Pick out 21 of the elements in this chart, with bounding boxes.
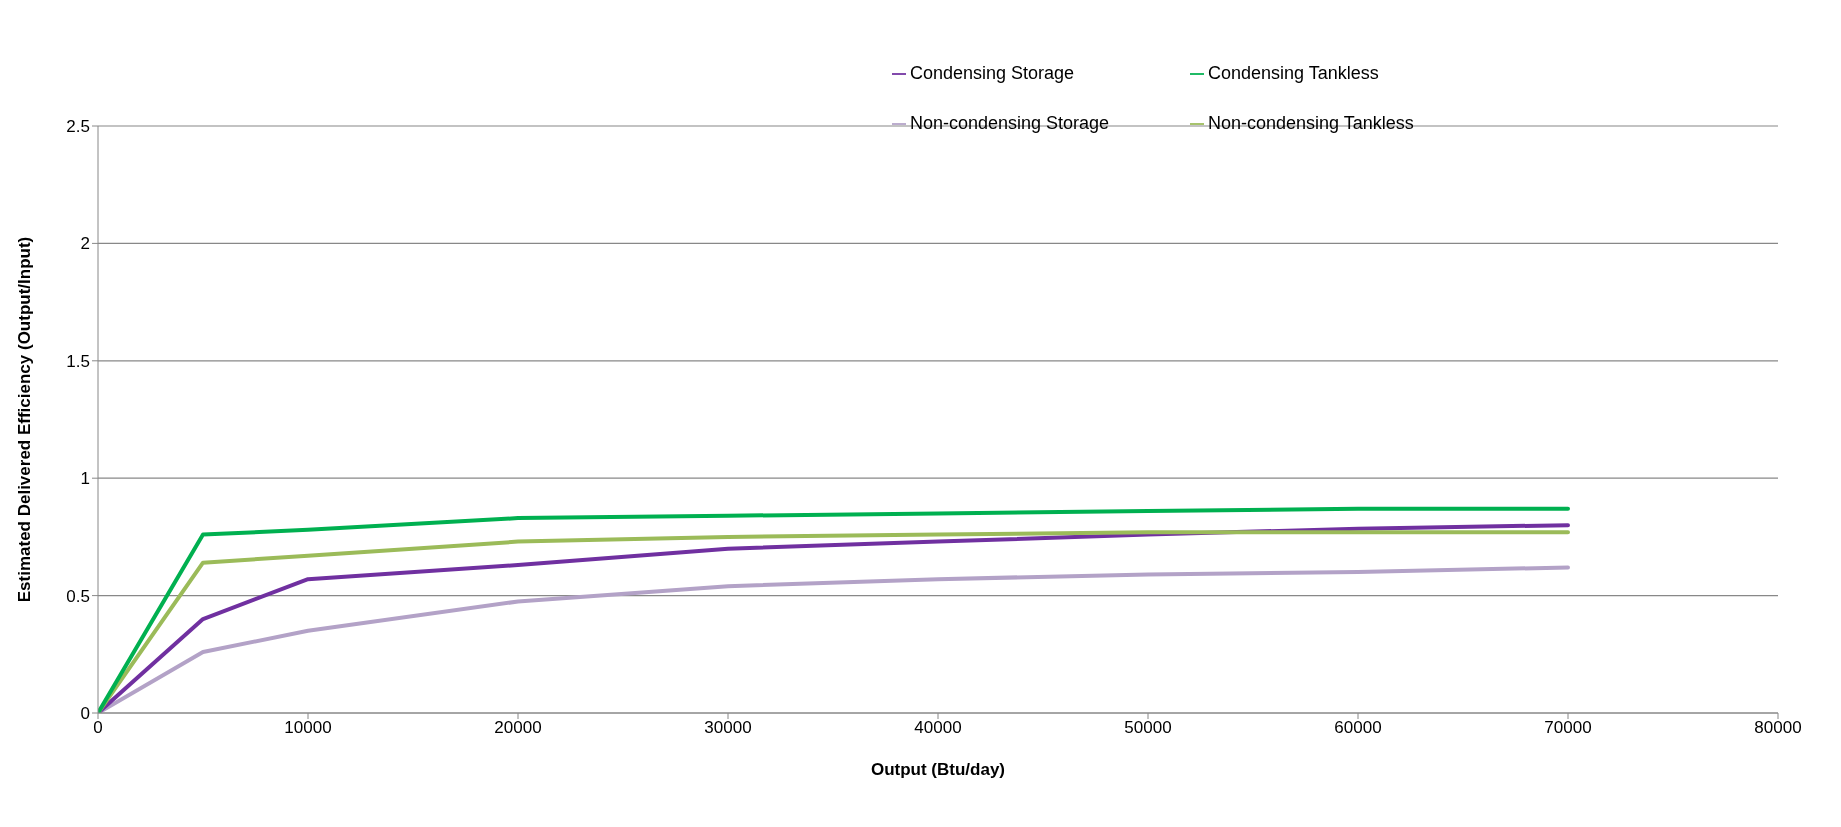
y-axis-title: Estimated Delivered Efficiency (Output/Input) — [15, 236, 35, 603]
x-axis-title: Output (Btu/day) — [870, 760, 1006, 779]
x-tick-label: 80000 — [1754, 718, 1802, 738]
legend-label: Condensing Tankless — [1208, 62, 1380, 85]
y-tick-label: 2.5 — [66, 117, 90, 137]
y-tick-label: 0.5 — [66, 586, 90, 606]
x-tick-label: 20000 — [494, 718, 542, 738]
legend-label: Condensing Storage — [910, 62, 1076, 85]
x-tick-label: 60000 — [1334, 718, 1382, 738]
y-tick-label: 1 — [80, 469, 90, 489]
y-tick-label: 2 — [80, 234, 90, 254]
legend-label: Non-condensing Storage — [910, 112, 1111, 135]
x-tick-label: 10000 — [284, 718, 332, 738]
x-tick-label: 30000 — [704, 718, 752, 738]
legend-label: Non-condensing Tankless — [1208, 112, 1415, 135]
x-tick-label: 40000 — [914, 718, 962, 738]
x-tick-label: 0 — [93, 718, 103, 738]
y-tick-label: 0 — [80, 704, 90, 724]
x-tick-label: 50000 — [1124, 718, 1172, 738]
x-tick-label: 70000 — [1544, 718, 1592, 738]
y-tick-label: 1.5 — [66, 351, 90, 371]
